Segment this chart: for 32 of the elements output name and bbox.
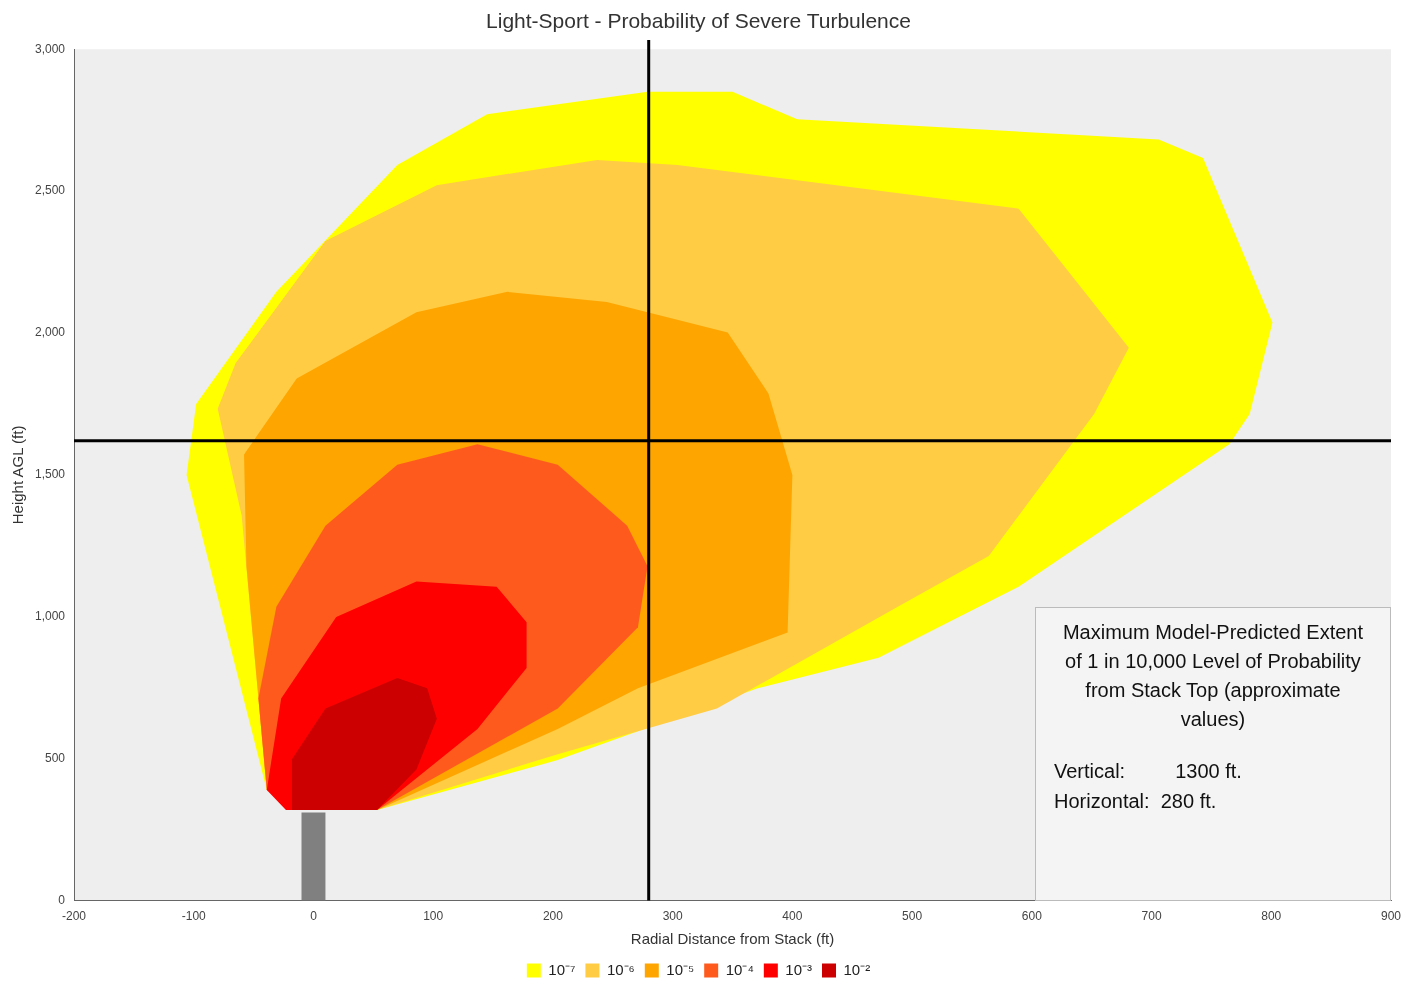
y-tick-label: 3,000 (35, 41, 66, 56)
x-tick-label: 100 (423, 909, 444, 924)
x-tick-label: 400 (782, 909, 803, 924)
y-tick-label: 2,000 (35, 325, 66, 340)
x-tick-label: 800 (1261, 909, 1282, 924)
annotation: Horizontal: 280 ft. (1054, 788, 1218, 814)
annotation: Vertical: 1300 ft. (1054, 758, 1243, 784)
chart-title: Light-Sport - Probability of Severe Turbulence (486, 9, 911, 33)
x-tick-label: 200 (542, 909, 564, 924)
callout-box: Maximum Model-Predicted Extent of 1 in 10,000 Level of Probability from Stack Top (approximate values) Vertical: 1300 ft. Horizontal: 280 ft. (1035, 606, 1391, 901)
legend-label: 10⁻⁶ (606, 960, 635, 978)
x-tick-label: 900 (1380, 909, 1402, 924)
y-tick-label: 500 (45, 751, 66, 766)
y-axis-title: Height AGL (ft) (9, 425, 27, 525)
x-tick-label: -200 (62, 909, 87, 924)
x-tick-label: -100 (181, 909, 207, 924)
annotation: Maximum Model-Predicted Extent of 1 in 10,000 Level of Probability from Stack Top (approximate values) (1061, 619, 1365, 732)
legend-label: 10⁻⁷ (548, 960, 576, 978)
x-tick-label: 600 (1021, 909, 1043, 924)
x-tick-label: 700 (1141, 909, 1162, 924)
y-tick-label: 0 (58, 892, 66, 907)
legend-label: 10⁻⁵ (666, 960, 695, 978)
x-tick-label: 0 (310, 909, 318, 924)
y-tick-label: 1,500 (35, 467, 66, 482)
y-tick-label: 2,500 (35, 183, 66, 198)
x-axis-title: Radial Distance from Stack (ft) (630, 930, 835, 948)
y-tick-label: 1,000 (35, 609, 66, 624)
x-tick-label: 500 (902, 909, 923, 924)
x-tick-label: 300 (662, 909, 683, 924)
legend-label: 10⁻³ (785, 960, 813, 978)
legend-label: 10⁻² (843, 960, 871, 978)
legend-label: 10⁻⁴ (725, 960, 754, 978)
